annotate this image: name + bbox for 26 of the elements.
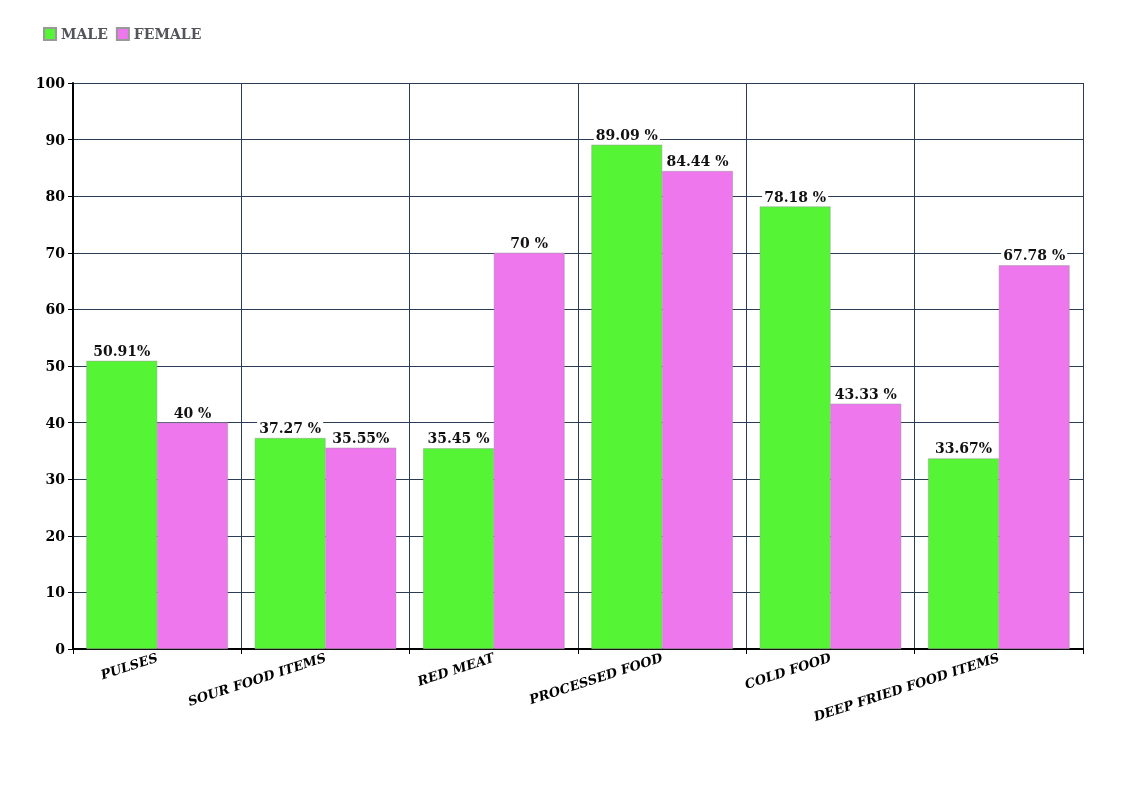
- data-label: 70 %: [510, 234, 549, 251]
- y-tick-label: 30: [45, 471, 66, 488]
- y-tick-label: 100: [35, 75, 66, 91]
- y-tick-label: 80: [45, 188, 66, 205]
- data-label: 33.67%: [934, 440, 993, 457]
- data-label: 40 %: [173, 404, 212, 421]
- legend-label: MALE: [61, 26, 108, 42]
- data-label: 84.44 %: [666, 153, 729, 170]
- data-label: 35.55%: [332, 429, 390, 446]
- y-tick-label: 90: [45, 131, 66, 148]
- legend-label: FEMALE: [133, 26, 202, 42]
- data-label: 78.18 %: [764, 188, 827, 205]
- y-tick-label: 50: [45, 358, 66, 374]
- data-label: 43.33 %: [834, 385, 897, 402]
- data-label: 50.91%: [93, 342, 151, 359]
- y-tick-label: 60: [45, 301, 66, 318]
- data-label: 35.45 %: [427, 430, 490, 447]
- y-tick-label: 10: [45, 584, 66, 601]
- y-tick-label: 40: [45, 414, 66, 431]
- y-tick-label: 70: [45, 244, 66, 261]
- x-tick-label: COLD FOOD: [742, 649, 834, 692]
- data-label: 37.27 %: [259, 420, 322, 437]
- y-tick-label: 20: [45, 527, 66, 544]
- data-label: 67.78 %: [1003, 247, 1066, 264]
- data-label: 89.09 %: [595, 126, 658, 143]
- y-tick-label: 0: [55, 641, 66, 657]
